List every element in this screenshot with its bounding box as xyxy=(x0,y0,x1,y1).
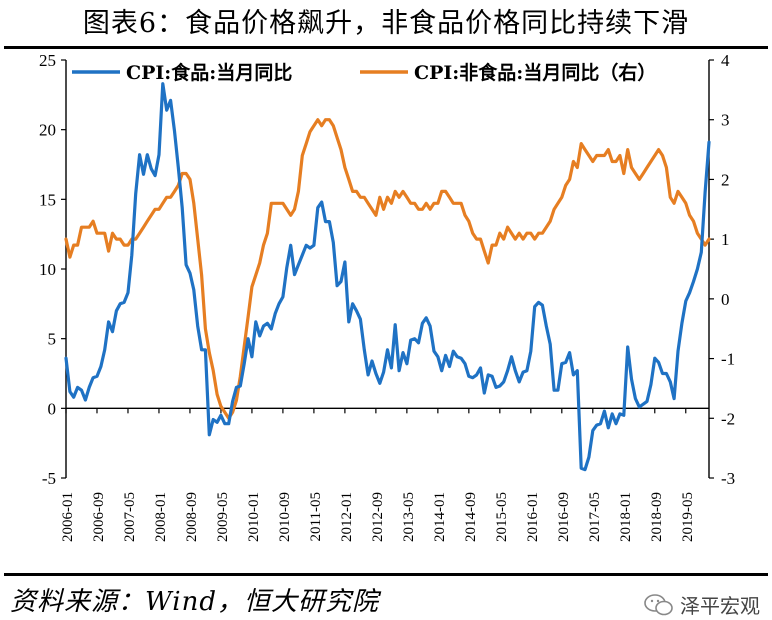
source-rule xyxy=(4,573,768,576)
left-tick-label: 15 xyxy=(39,190,56,209)
x-tick-label: 2009-05 xyxy=(215,492,231,542)
x-tick-label: 2018-01 xyxy=(618,492,634,542)
x-tick-label: 2010-09 xyxy=(277,492,293,542)
nonfood-cpi-line xyxy=(64,118,711,420)
left-tick-label: 20 xyxy=(39,121,56,140)
x-tick-label: 2010-01 xyxy=(246,492,262,542)
x-tick-label: 2011-05 xyxy=(308,492,324,541)
x-tick-label: 2008-09 xyxy=(184,492,200,542)
x-tick-label: 2012-09 xyxy=(370,492,386,542)
x-tick-label: 2015-05 xyxy=(494,492,510,542)
left-tick-label: 0 xyxy=(48,399,57,418)
axes: -5 0 5 10 15 20 25 -3 -2 -1 0 1 2 3 4 2006-01 2006-09 200… xyxy=(39,51,735,542)
food-cpi-line xyxy=(64,82,711,472)
watermark-text: 泽平宏观 xyxy=(680,594,760,618)
x-tick-label: 2006-09 xyxy=(91,492,107,542)
left-tick-label: -5 xyxy=(42,469,56,488)
legend: CPI:食品:当月同比 CPI:非食品:当月同比（右） xyxy=(72,61,656,84)
source-note: 资料来源：Wind，恒大研究院 xyxy=(10,587,379,617)
left-tick-label: 25 xyxy=(39,51,56,70)
x-tick-label: 2016-09 xyxy=(556,492,572,542)
x-tick-label: 2016-01 xyxy=(525,492,541,542)
right-tick-label: 4 xyxy=(721,51,730,70)
x-tick-label: 2014-01 xyxy=(432,492,448,542)
x-tick-label: 2008-01 xyxy=(153,492,169,542)
x-tick-label: 2019-05 xyxy=(680,492,696,542)
right-tick-label: -3 xyxy=(721,469,735,488)
title-rule xyxy=(4,46,768,49)
x-tick-label: 2018-09 xyxy=(649,492,665,542)
x-tick-label: 2012-01 xyxy=(339,492,355,542)
left-tick-label: 10 xyxy=(39,260,56,279)
x-tick-label: 2014-09 xyxy=(463,492,479,542)
x-tick-label: 2006-01 xyxy=(60,492,76,542)
chart-title: 图表6：食品价格飙升，非食品价格同比持续下滑 xyxy=(82,8,690,39)
right-tick-label: 2 xyxy=(721,170,730,189)
x-tick-label: 2013-05 xyxy=(401,492,417,542)
series-layer xyxy=(64,82,711,472)
right-tick-label: 0 xyxy=(721,290,730,309)
right-tick-label: -1 xyxy=(721,350,735,369)
watermark: 泽平宏观 xyxy=(644,590,760,619)
cpi-line-chart: -5 0 5 10 15 20 25 -3 -2 -1 0 1 2 3 4 2006-01 2006-09 200… xyxy=(39,51,735,542)
legend-label: CPI:非食品:当月同比（右） xyxy=(414,61,656,84)
right-tick-label: 3 xyxy=(721,111,730,130)
x-tick-label: 2007-05 xyxy=(122,492,138,542)
left-tick-label: 5 xyxy=(48,330,57,349)
wechat-icon xyxy=(644,593,673,615)
legend-label: CPI:食品:当月同比 xyxy=(126,61,292,84)
right-tick-label: 1 xyxy=(721,230,730,249)
right-tick-label: -2 xyxy=(721,409,735,428)
x-tick-label: 2017-05 xyxy=(587,492,603,542)
